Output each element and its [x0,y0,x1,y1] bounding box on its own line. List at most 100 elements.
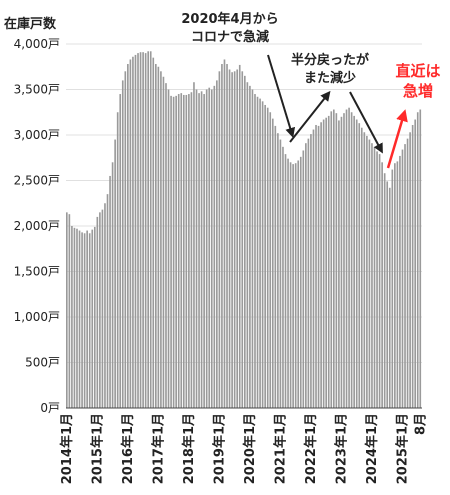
annotation-rebound-arrow-up [289,90,331,143]
bar [157,66,160,408]
bar [353,115,355,408]
bar-series [66,51,422,409]
bar [155,64,157,409]
bar [106,194,109,408]
bar [99,212,101,408]
x-tick-label: 2020年1月 [242,413,258,484]
bar [205,89,208,408]
bar [419,109,422,409]
bar [279,139,282,409]
x-tick-label: 2018年1月 [181,413,197,484]
bar [358,123,361,409]
y-tick-label: 3,000戸 [14,128,60,142]
bar [294,163,297,408]
x-axis-ticks: 2014年1月 2015年1月 2016年1月 2017年1月 2018年1月 2019年… [59,413,428,484]
bar [289,162,292,408]
bar [83,233,86,408]
bar [71,226,73,408]
x-tick-label: 8月 [413,413,428,435]
y-tick-label: 0戸 [40,401,60,415]
bar [388,187,391,408]
bar [111,162,114,408]
bar [284,154,287,408]
bar [394,163,396,408]
bar [193,82,195,408]
y-tick-label: 1,500戸 [14,265,60,279]
y-tick-label: 2,000戸 [14,219,60,233]
bar [315,124,317,409]
annotation-recent-line1: 直近は [395,62,440,80]
annotation-rebound-arrow-down [349,91,383,154]
annotation-covid-line2: コロナで急減 [191,29,269,45]
annotation-covid-arrow [267,54,296,138]
bar [345,109,348,409]
bar [66,212,68,408]
bar [302,150,305,408]
bar [350,112,353,408]
bar [124,71,127,409]
bar [325,117,328,409]
bar [274,125,277,409]
bar [182,94,185,409]
bar [86,230,88,408]
y-tick-label: 500戸 [25,356,60,370]
bar [231,72,233,409]
bar [76,228,78,408]
x-tick-label: 2017年1月 [150,413,166,484]
bar [292,164,294,408]
bar [320,122,322,408]
bar [142,52,144,408]
bar [165,83,167,408]
bar [406,138,409,408]
bar [327,115,330,408]
bar [104,203,106,408]
bar [360,127,363,408]
bar [139,52,142,408]
bar [119,94,122,409]
bar [363,132,366,408]
bar [88,233,91,408]
y-tick-label: 2,500戸 [14,174,60,188]
bar [132,56,134,409]
bar [244,75,246,408]
bar [297,160,300,408]
bar [223,59,226,408]
bar [246,82,249,408]
x-tick-label: 2022年1月 [303,413,319,484]
annotation-rebound-line1: 半分戻ったが [291,52,369,68]
bar [177,94,180,409]
bar [238,64,241,409]
annotation-covid-line1: 2020年4月から [181,11,278,27]
x-tick-label: 2025年1月 [395,413,411,484]
bar [170,95,172,409]
bar [73,227,76,408]
bar [198,93,200,408]
bar [78,230,81,408]
bar [137,53,139,408]
bar [208,87,211,409]
bar [93,226,96,408]
bar [299,156,302,408]
bar [271,118,274,409]
bar [348,107,350,408]
y-tick-label: 4,000戸 [14,37,60,51]
bar [152,57,155,409]
bar [269,112,272,408]
bar [251,89,254,408]
bar [317,125,320,409]
bar [218,71,221,409]
bar [129,59,132,408]
bar [399,155,401,408]
bar [190,92,193,408]
x-tick-label: 2016年1月 [120,413,136,484]
bar [340,116,343,409]
bar [109,175,111,408]
bar [256,96,259,408]
bar [355,119,358,408]
bar [371,143,373,408]
bar [383,173,386,408]
bar [216,80,218,409]
bar [167,89,170,408]
x-tick-label: 2015年1月 [89,413,105,484]
bar [213,85,216,409]
